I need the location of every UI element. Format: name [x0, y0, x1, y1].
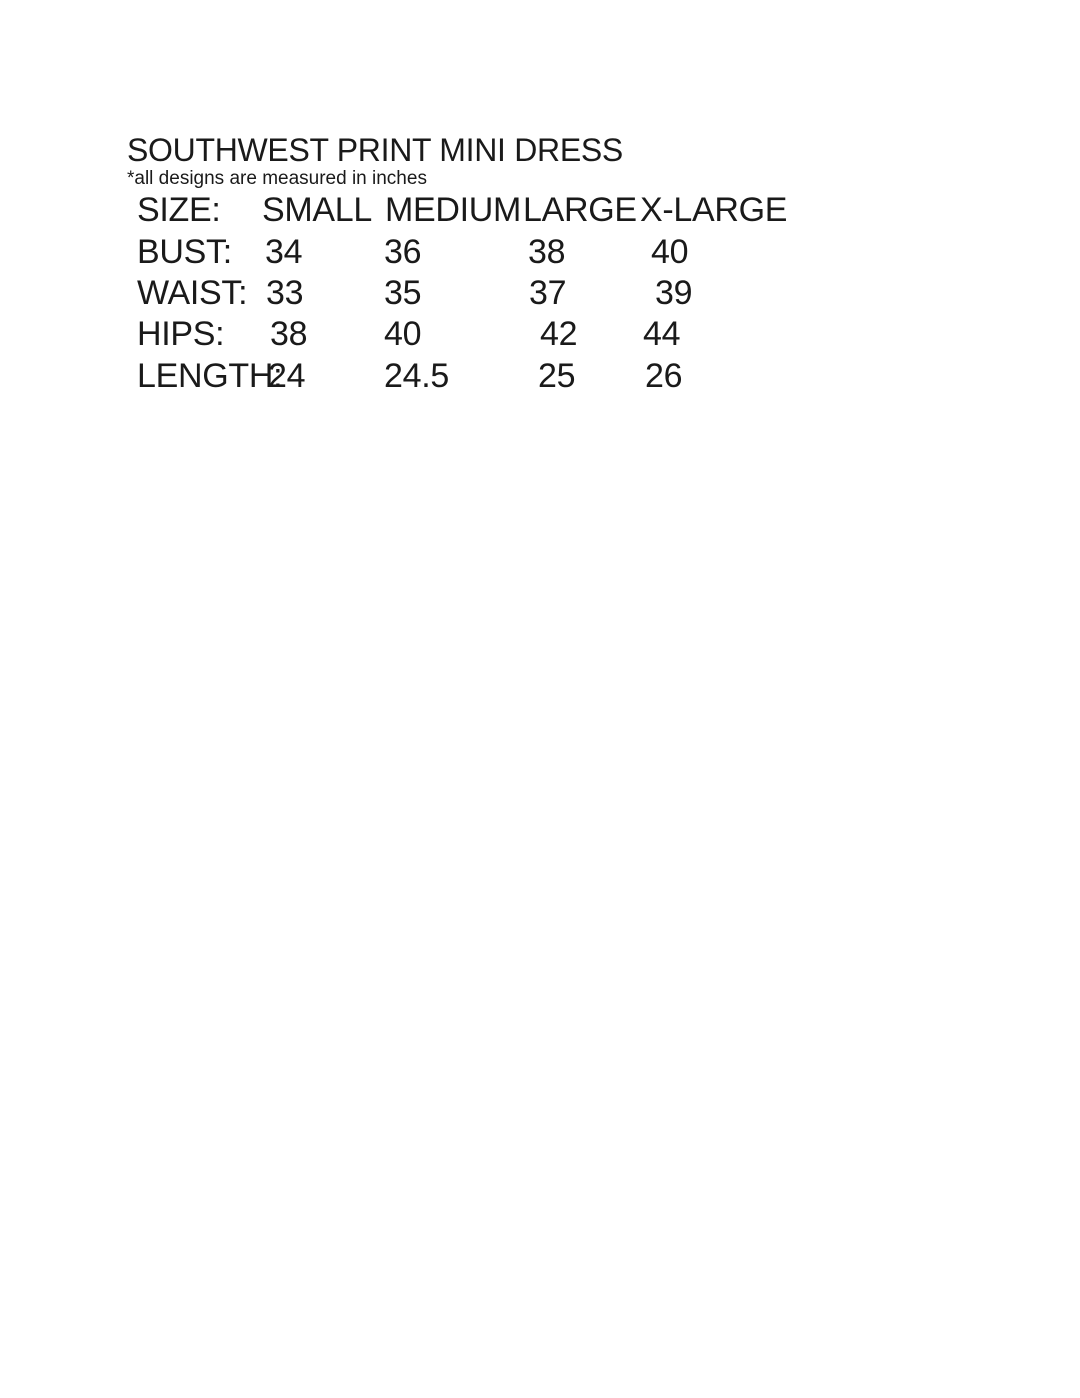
size-chart-row-waist: WAIST: 33 35 37 39: [0, 273, 1080, 314]
waist-small-value: 33: [266, 274, 304, 312]
size-chart-row-hips: HIPS: 38 40 42 44: [0, 314, 1080, 355]
hips-large-value: 42: [540, 315, 578, 353]
bust-medium-value: 36: [384, 233, 422, 271]
length-large-value: 25: [538, 357, 576, 395]
length-medium-value: 24.5: [384, 357, 449, 395]
size-column-medium: MEDIUM: [385, 191, 522, 229]
bust-xlarge-value: 40: [651, 233, 689, 271]
length-xlarge-value: 26: [645, 357, 683, 395]
size-column-small: SMALL: [262, 191, 372, 229]
bust-large-value: 38: [528, 233, 566, 271]
hips-medium-value: 40: [384, 315, 422, 353]
size-chart-row-bust: BUST: 34 36 38 40: [0, 232, 1080, 273]
row-label-hips: HIPS:: [137, 315, 225, 353]
size-chart-header-row: SIZE: SMALL MEDIUM LARGE X-LARGE: [0, 190, 1080, 231]
bust-small-value: 34: [265, 233, 303, 271]
size-chart-row-length: LENGTH: 24 24.5 25 26: [0, 356, 1080, 397]
waist-medium-value: 35: [384, 274, 422, 312]
size-column-large: LARGE: [523, 191, 637, 229]
size-chart-header-label: SIZE:: [137, 191, 221, 229]
hips-xlarge-value: 44: [643, 315, 681, 353]
document-title: SOUTHWEST PRINT MINI DRESS: [127, 132, 623, 168]
row-label-waist: WAIST:: [137, 274, 248, 312]
hips-small-value: 38: [270, 315, 308, 353]
row-label-bust: BUST:: [137, 233, 232, 271]
waist-xlarge-value: 39: [655, 274, 693, 312]
size-column-xlarge: X-LARGE: [640, 191, 788, 229]
measurement-note: *all designs are measured in inches: [127, 168, 427, 189]
row-label-length: LENGTH:: [137, 357, 283, 395]
waist-large-value: 37: [529, 274, 567, 312]
length-small-value: 24: [268, 357, 306, 395]
